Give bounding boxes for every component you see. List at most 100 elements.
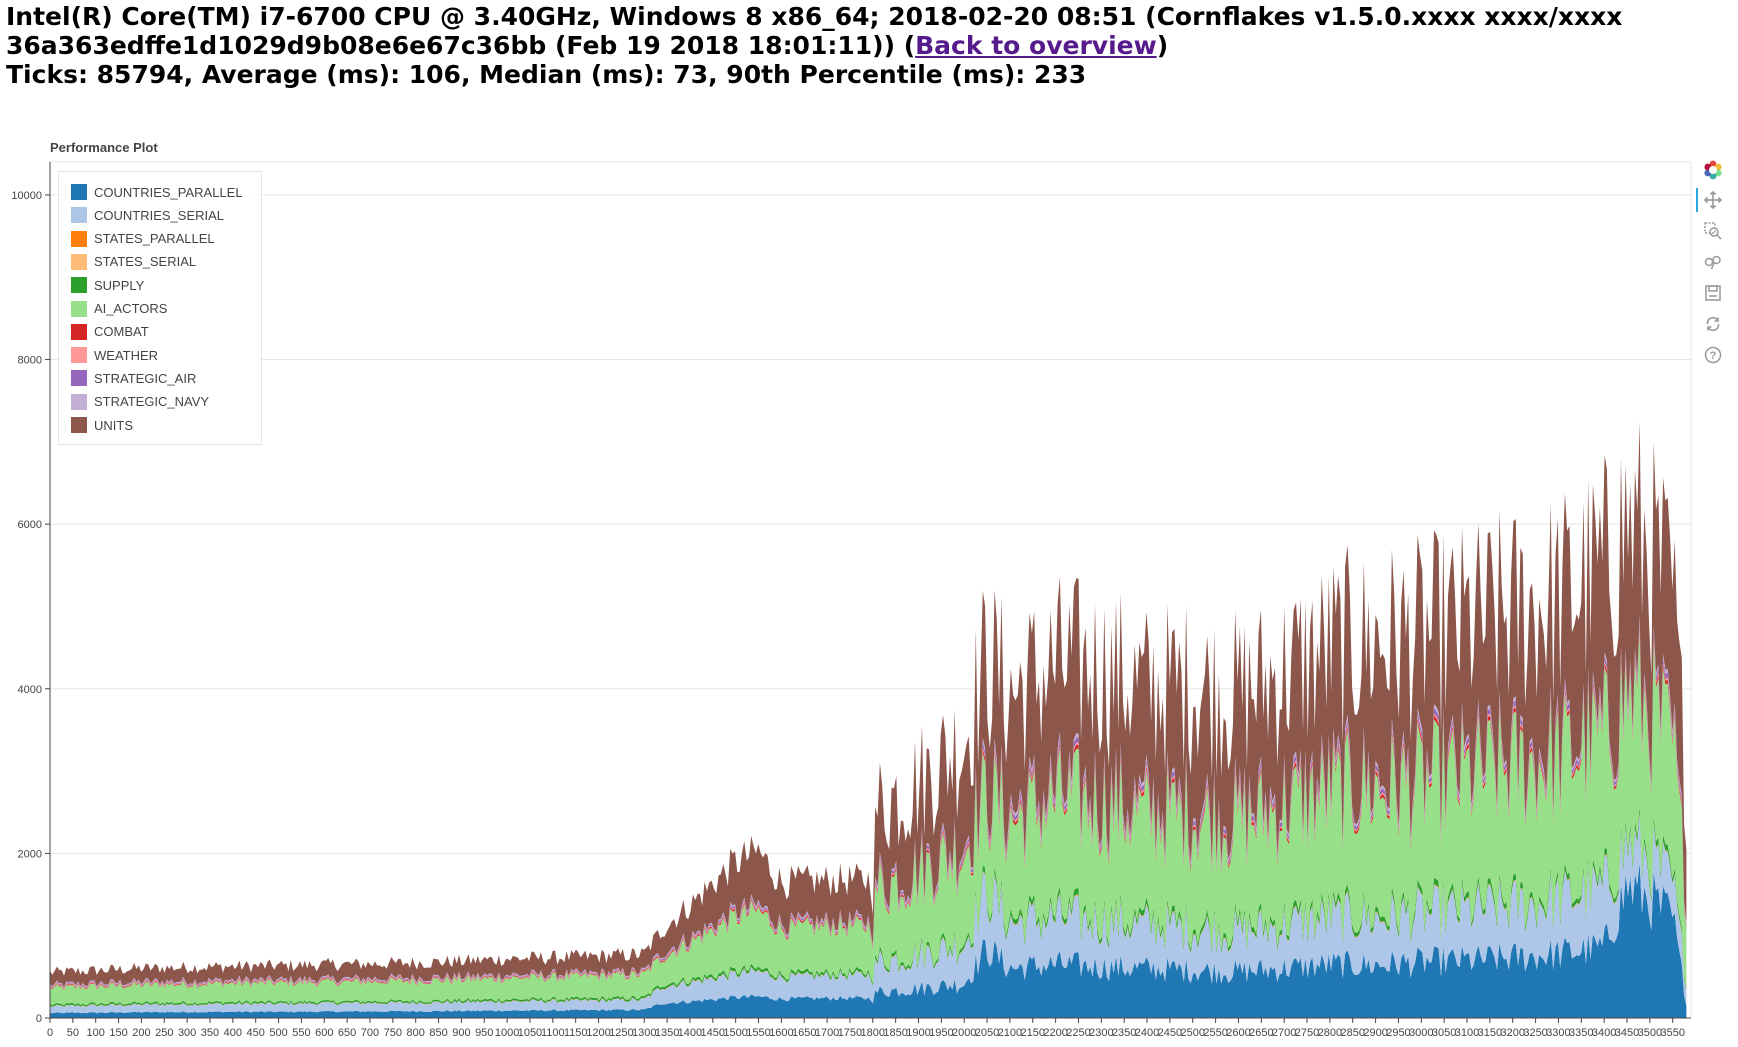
x-tick-label: 750 bbox=[384, 1027, 402, 1039]
back-to-overview-link[interactable]: Back to overview bbox=[915, 31, 1157, 60]
x-tick-label: 2200 bbox=[1043, 1027, 1067, 1039]
x-tick-label: 1650 bbox=[792, 1027, 816, 1039]
legend-swatch bbox=[71, 184, 87, 200]
y-tick-label: 2000 bbox=[18, 848, 42, 860]
legend-item-states-serial: STATES_SERIAL bbox=[71, 252, 196, 272]
legend-item-strategic-air: STRATEGIC_AIR bbox=[71, 368, 196, 388]
x-tick-label: 900 bbox=[452, 1027, 470, 1039]
x-tick-label: 100 bbox=[87, 1027, 105, 1039]
legend-swatch bbox=[71, 393, 87, 410]
y-tick-label: 6000 bbox=[18, 519, 42, 531]
x-tick-label: 2250 bbox=[1066, 1027, 1090, 1039]
x-tick-label: 2550 bbox=[1203, 1027, 1227, 1039]
page-header: Intel(R) Core(TM) i7-6700 CPU @ 3.40GHz,… bbox=[6, 2, 1731, 89]
x-tick-label: 950 bbox=[475, 1027, 493, 1039]
x-tick-label: 2750 bbox=[1295, 1027, 1319, 1039]
legend-label: COUNTRIES_SERIAL bbox=[94, 207, 225, 223]
legend-item-combat: COMBAT bbox=[71, 322, 149, 342]
x-tick-label: 3300 bbox=[1546, 1027, 1570, 1039]
legend-label: COUNTRIES_PARALLEL bbox=[94, 184, 243, 200]
x-tick-label: 500 bbox=[269, 1027, 287, 1039]
x-tick-label: 50 bbox=[67, 1027, 79, 1039]
x-tick-label: 1000 bbox=[495, 1027, 519, 1039]
legend-item-strategic-navy: STRATEGIC_NAVY bbox=[71, 392, 209, 412]
box-zoom-icon[interactable] bbox=[1703, 221, 1723, 241]
header-build-text: 36a363edffe1d1029d9b08e6e67c36bb (Feb 19… bbox=[6, 31, 916, 60]
x-tick-label: 1450 bbox=[701, 1027, 725, 1039]
x-tick-label: 450 bbox=[247, 1027, 265, 1039]
x-tick-label: 3200 bbox=[1500, 1027, 1524, 1039]
x-tick-label: 2400 bbox=[1135, 1027, 1159, 1039]
help-icon[interactable]: ? bbox=[1703, 345, 1723, 365]
x-tick-label: 1500 bbox=[723, 1027, 747, 1039]
x-tick-label: 3450 bbox=[1615, 1027, 1639, 1039]
x-tick-label: 350 bbox=[201, 1027, 219, 1039]
x-tick-label: 3350 bbox=[1569, 1027, 1593, 1039]
active-tool-indicator bbox=[1696, 188, 1698, 212]
x-tick-label: 1200 bbox=[586, 1027, 610, 1039]
y-tick-label: 4000 bbox=[18, 684, 42, 696]
x-tick-label: 1900 bbox=[906, 1027, 930, 1039]
x-tick-label: 2600 bbox=[1226, 1027, 1250, 1039]
reset-icon[interactable] bbox=[1703, 314, 1723, 334]
x-tick-label: 3050 bbox=[1432, 1027, 1456, 1039]
x-tick-label: 2700 bbox=[1272, 1027, 1296, 1039]
legend-label: STRATEGIC_AIR bbox=[94, 370, 197, 386]
legend-label: WEATHER bbox=[94, 347, 159, 363]
x-tick-label: 2500 bbox=[1181, 1027, 1205, 1039]
wheel-zoom-icon[interactable] bbox=[1703, 252, 1723, 272]
x-tick-label: 0 bbox=[47, 1027, 53, 1039]
bokeh-logo-icon[interactable] bbox=[1703, 160, 1723, 180]
pan-icon[interactable] bbox=[1703, 190, 1723, 210]
x-tick-label: 200 bbox=[132, 1027, 150, 1039]
x-tick-label: 1150 bbox=[564, 1027, 588, 1039]
x-tick-label: 3000 bbox=[1409, 1027, 1433, 1039]
legend-label: SUPPLY bbox=[94, 277, 145, 293]
plot-title: Performance Plot bbox=[50, 140, 158, 155]
area-countries-serial bbox=[50, 812, 1687, 1014]
chart-toolbar: ? bbox=[1696, 158, 1730, 368]
legend-swatch bbox=[71, 230, 87, 247]
x-tick-label: 1400 bbox=[678, 1027, 702, 1039]
x-tick-label: 850 bbox=[429, 1027, 447, 1039]
legend-swatch bbox=[71, 207, 87, 224]
x-tick-label: 3400 bbox=[1592, 1027, 1616, 1039]
legend-label: STRATEGIC_NAVY bbox=[94, 394, 210, 410]
x-tick-label: 650 bbox=[338, 1027, 356, 1039]
x-tick-label: 2650 bbox=[1249, 1027, 1273, 1039]
legend-label: COMBAT bbox=[94, 324, 149, 340]
x-tick-label: 1800 bbox=[861, 1027, 885, 1039]
legend-swatch bbox=[71, 347, 87, 364]
header-line-system: Intel(R) Core(TM) i7-6700 CPU @ 3.40GHz,… bbox=[6, 2, 1623, 31]
x-tick-label: 2950 bbox=[1386, 1027, 1410, 1039]
legend-swatch bbox=[71, 417, 87, 433]
x-tick-label: 1050 bbox=[518, 1027, 542, 1039]
x-tick-label: 3250 bbox=[1523, 1027, 1547, 1039]
legend-item-weather: WEATHER bbox=[71, 345, 158, 365]
x-tick-label: 1250 bbox=[609, 1027, 633, 1039]
x-tick-label: 600 bbox=[315, 1027, 333, 1039]
x-tick-label: 1100 bbox=[541, 1027, 565, 1039]
area-units bbox=[50, 421, 1687, 988]
x-tick-label: 2050 bbox=[975, 1027, 999, 1039]
legend-item-states-parallel: STATES_PARALLEL bbox=[71, 229, 215, 249]
x-tick-label: 2900 bbox=[1363, 1027, 1387, 1039]
legend-item-countries-parallel: COUNTRIES_PARALLEL bbox=[71, 182, 243, 202]
x-tick-label: 300 bbox=[178, 1027, 196, 1039]
x-tick-label: 2300 bbox=[1089, 1027, 1113, 1039]
save-icon[interactable] bbox=[1703, 283, 1723, 303]
x-tick-label: 1600 bbox=[769, 1027, 793, 1039]
performance-chart[interactable]: 0 2000 4000 6000 8000 10000 0 50 100 150 200 250 300… bbox=[0, 150, 1738, 1047]
legend-label: STATES_PARALLEL bbox=[94, 231, 215, 247]
x-tick-label: 2000 bbox=[952, 1027, 976, 1039]
x-tick-label: 400 bbox=[224, 1027, 242, 1039]
x-tick-label: 2800 bbox=[1318, 1027, 1342, 1039]
x-tick-label: 2450 bbox=[1158, 1027, 1182, 1039]
x-tick-label: 1700 bbox=[815, 1027, 839, 1039]
x-tick-label: 1850 bbox=[883, 1027, 907, 1039]
x-tick-label: 1300 bbox=[632, 1027, 656, 1039]
header-line-stats: Ticks: 85794, Average (ms): 106, Median … bbox=[6, 60, 1087, 89]
legend-label: AI_ACTORS bbox=[94, 301, 168, 316]
svg-text:?: ? bbox=[1710, 350, 1717, 362]
x-tick-label: 800 bbox=[407, 1027, 425, 1039]
